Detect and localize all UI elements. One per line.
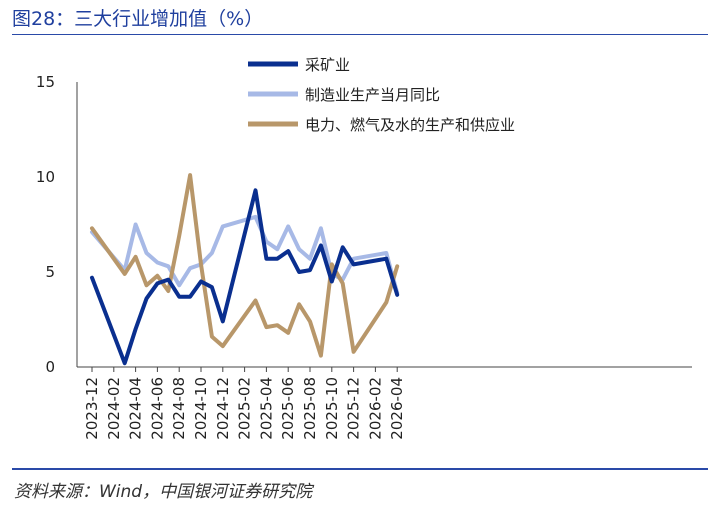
- source-note: 资料来源：Wind，中国银河证券研究院: [14, 482, 313, 502]
- x-axis-ticks: 2023-12 2024-02 2024-04 2024-06 2024-08 2024-…: [83, 367, 406, 440]
- legend-label-1: 制造业生产当月同比: [305, 86, 440, 104]
- x-tick-label: 2024-08: [170, 377, 188, 440]
- y-tick-label: 15: [36, 73, 55, 91]
- legend-label-0: 采矿业: [305, 56, 350, 74]
- x-tick-label: 2024-02: [105, 377, 123, 440]
- x-tick-label: 2025-02: [236, 377, 254, 440]
- y-tick-label: 5: [45, 263, 55, 281]
- y-tick-label: 10: [36, 168, 55, 186]
- x-tick-label: 2025-10: [323, 377, 341, 440]
- x-tick-label: 2025-08: [301, 377, 319, 440]
- x-tick-label: 2024-04: [127, 377, 145, 440]
- legend-label-2: 电力、燃气及水的生产和供应业: [305, 116, 515, 134]
- series-line-0: [90, 188, 400, 366]
- x-tick-label: 2025-06: [279, 377, 297, 440]
- x-tick-label: 2024-12: [214, 377, 232, 440]
- x-tick-label: 2026-02: [366, 377, 384, 440]
- x-tick-label: 2025-04: [257, 377, 275, 440]
- x-tick-label: 2024-06: [148, 377, 166, 440]
- x-tick-label: 2023-12: [83, 377, 101, 440]
- title-divider: [12, 34, 708, 35]
- y-axis-ticks: 0 5 10 15: [36, 73, 55, 376]
- x-tick-label: 2025-12: [345, 377, 363, 440]
- x-tick-label: 2026-04: [388, 377, 406, 440]
- series-lines: [90, 173, 400, 366]
- x-tick-label: 2024-10: [192, 377, 210, 440]
- y-tick-label: 0: [45, 358, 55, 376]
- source-divider: [12, 468, 708, 470]
- chart-title: 图28：三大行业增加值（%）: [12, 8, 264, 30]
